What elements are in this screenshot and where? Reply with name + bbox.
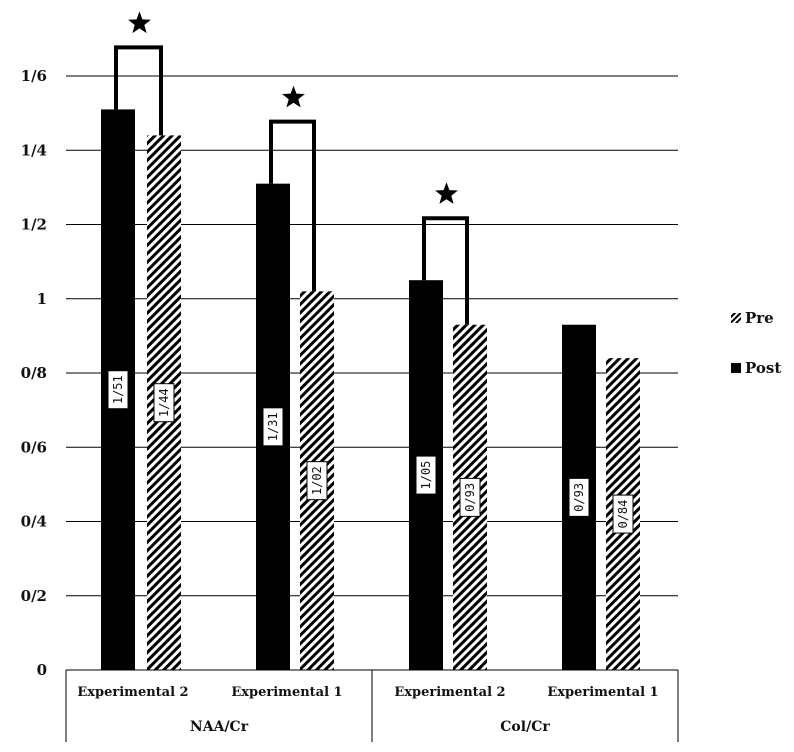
legend-swatch-post bbox=[731, 363, 741, 373]
x-category-label: Experimental 1 bbox=[231, 685, 342, 700]
significance-star-icon bbox=[282, 85, 305, 108]
data-label-text: 1/31 bbox=[266, 412, 280, 441]
data-label-post: 1/51 bbox=[107, 370, 129, 410]
x-category-label: Experimental 1 bbox=[547, 685, 658, 700]
legend-label-post: Post bbox=[745, 359, 781, 377]
data-label-text: 0/93 bbox=[572, 483, 586, 512]
data-label-pre: 0/84 bbox=[612, 494, 634, 534]
significance-bracket bbox=[269, 119, 316, 292]
data-label-text: 0/93 bbox=[463, 483, 477, 512]
x-group-label: Col/Cr bbox=[500, 719, 550, 735]
data-label-box bbox=[612, 494, 634, 534]
y-tick-label: 0/8 bbox=[21, 364, 47, 382]
x-group-label: NAA/Cr bbox=[190, 719, 249, 735]
y-tick-label: 0/4 bbox=[21, 513, 47, 531]
data-label-text: 1/44 bbox=[157, 388, 171, 417]
y-tick-label: 1/2 bbox=[21, 216, 47, 234]
y-tick-label: 0/6 bbox=[21, 438, 47, 456]
data-label-box bbox=[153, 383, 175, 423]
significance-brackets bbox=[114, 11, 469, 325]
data-label-text: 1/02 bbox=[310, 466, 324, 495]
data-label-post: 1/05 bbox=[415, 455, 437, 495]
y-axis: 0 0/2 0/4 0/6 0/8 1 1/2 1/4 1/6 bbox=[21, 67, 47, 679]
data-label-pre: 1/02 bbox=[306, 461, 328, 501]
data-labels: 1/51 1/31 1/05 0/93 1/44 1/02 0/93 0/84 bbox=[107, 370, 634, 534]
significance-star-icon bbox=[435, 182, 458, 204]
y-tick-label: 1/4 bbox=[21, 141, 47, 159]
data-label-pre: 1/44 bbox=[153, 383, 175, 423]
data-label-box bbox=[306, 461, 328, 501]
significance-bracket bbox=[422, 216, 469, 325]
legend-label-pre: Pre bbox=[745, 309, 774, 327]
y-tick-label: 1 bbox=[37, 290, 47, 308]
y-tick-label: 0/2 bbox=[21, 587, 47, 605]
data-label-pre: 0/93 bbox=[459, 477, 481, 517]
data-label-text: 1/05 bbox=[419, 461, 433, 490]
significance-star-icon bbox=[128, 11, 151, 34]
y-tick-label: 0 bbox=[37, 661, 47, 679]
legend-swatch-pre bbox=[731, 313, 741, 323]
x-category-label: Experimental 2 bbox=[394, 685, 505, 700]
data-label-post: 0/93 bbox=[568, 477, 590, 517]
legend: Pre Post bbox=[731, 309, 781, 377]
data-label-box bbox=[568, 477, 590, 517]
bars bbox=[101, 109, 640, 671]
x-category-label: Experimental 2 bbox=[77, 685, 188, 700]
data-label-box bbox=[107, 370, 129, 410]
data-label-box bbox=[459, 477, 481, 517]
significance-bracket bbox=[114, 45, 163, 136]
x-axis: Experimental 2 Experimental 1 Experimental… bbox=[65, 669, 679, 742]
data-label-post: 1/31 bbox=[262, 407, 284, 447]
data-label-box bbox=[262, 407, 284, 447]
data-label-text: 1/51 bbox=[111, 375, 125, 404]
data-label-text: 0/84 bbox=[616, 500, 630, 529]
y-tick-label: 1/6 bbox=[21, 67, 47, 85]
data-label-box bbox=[415, 455, 437, 495]
